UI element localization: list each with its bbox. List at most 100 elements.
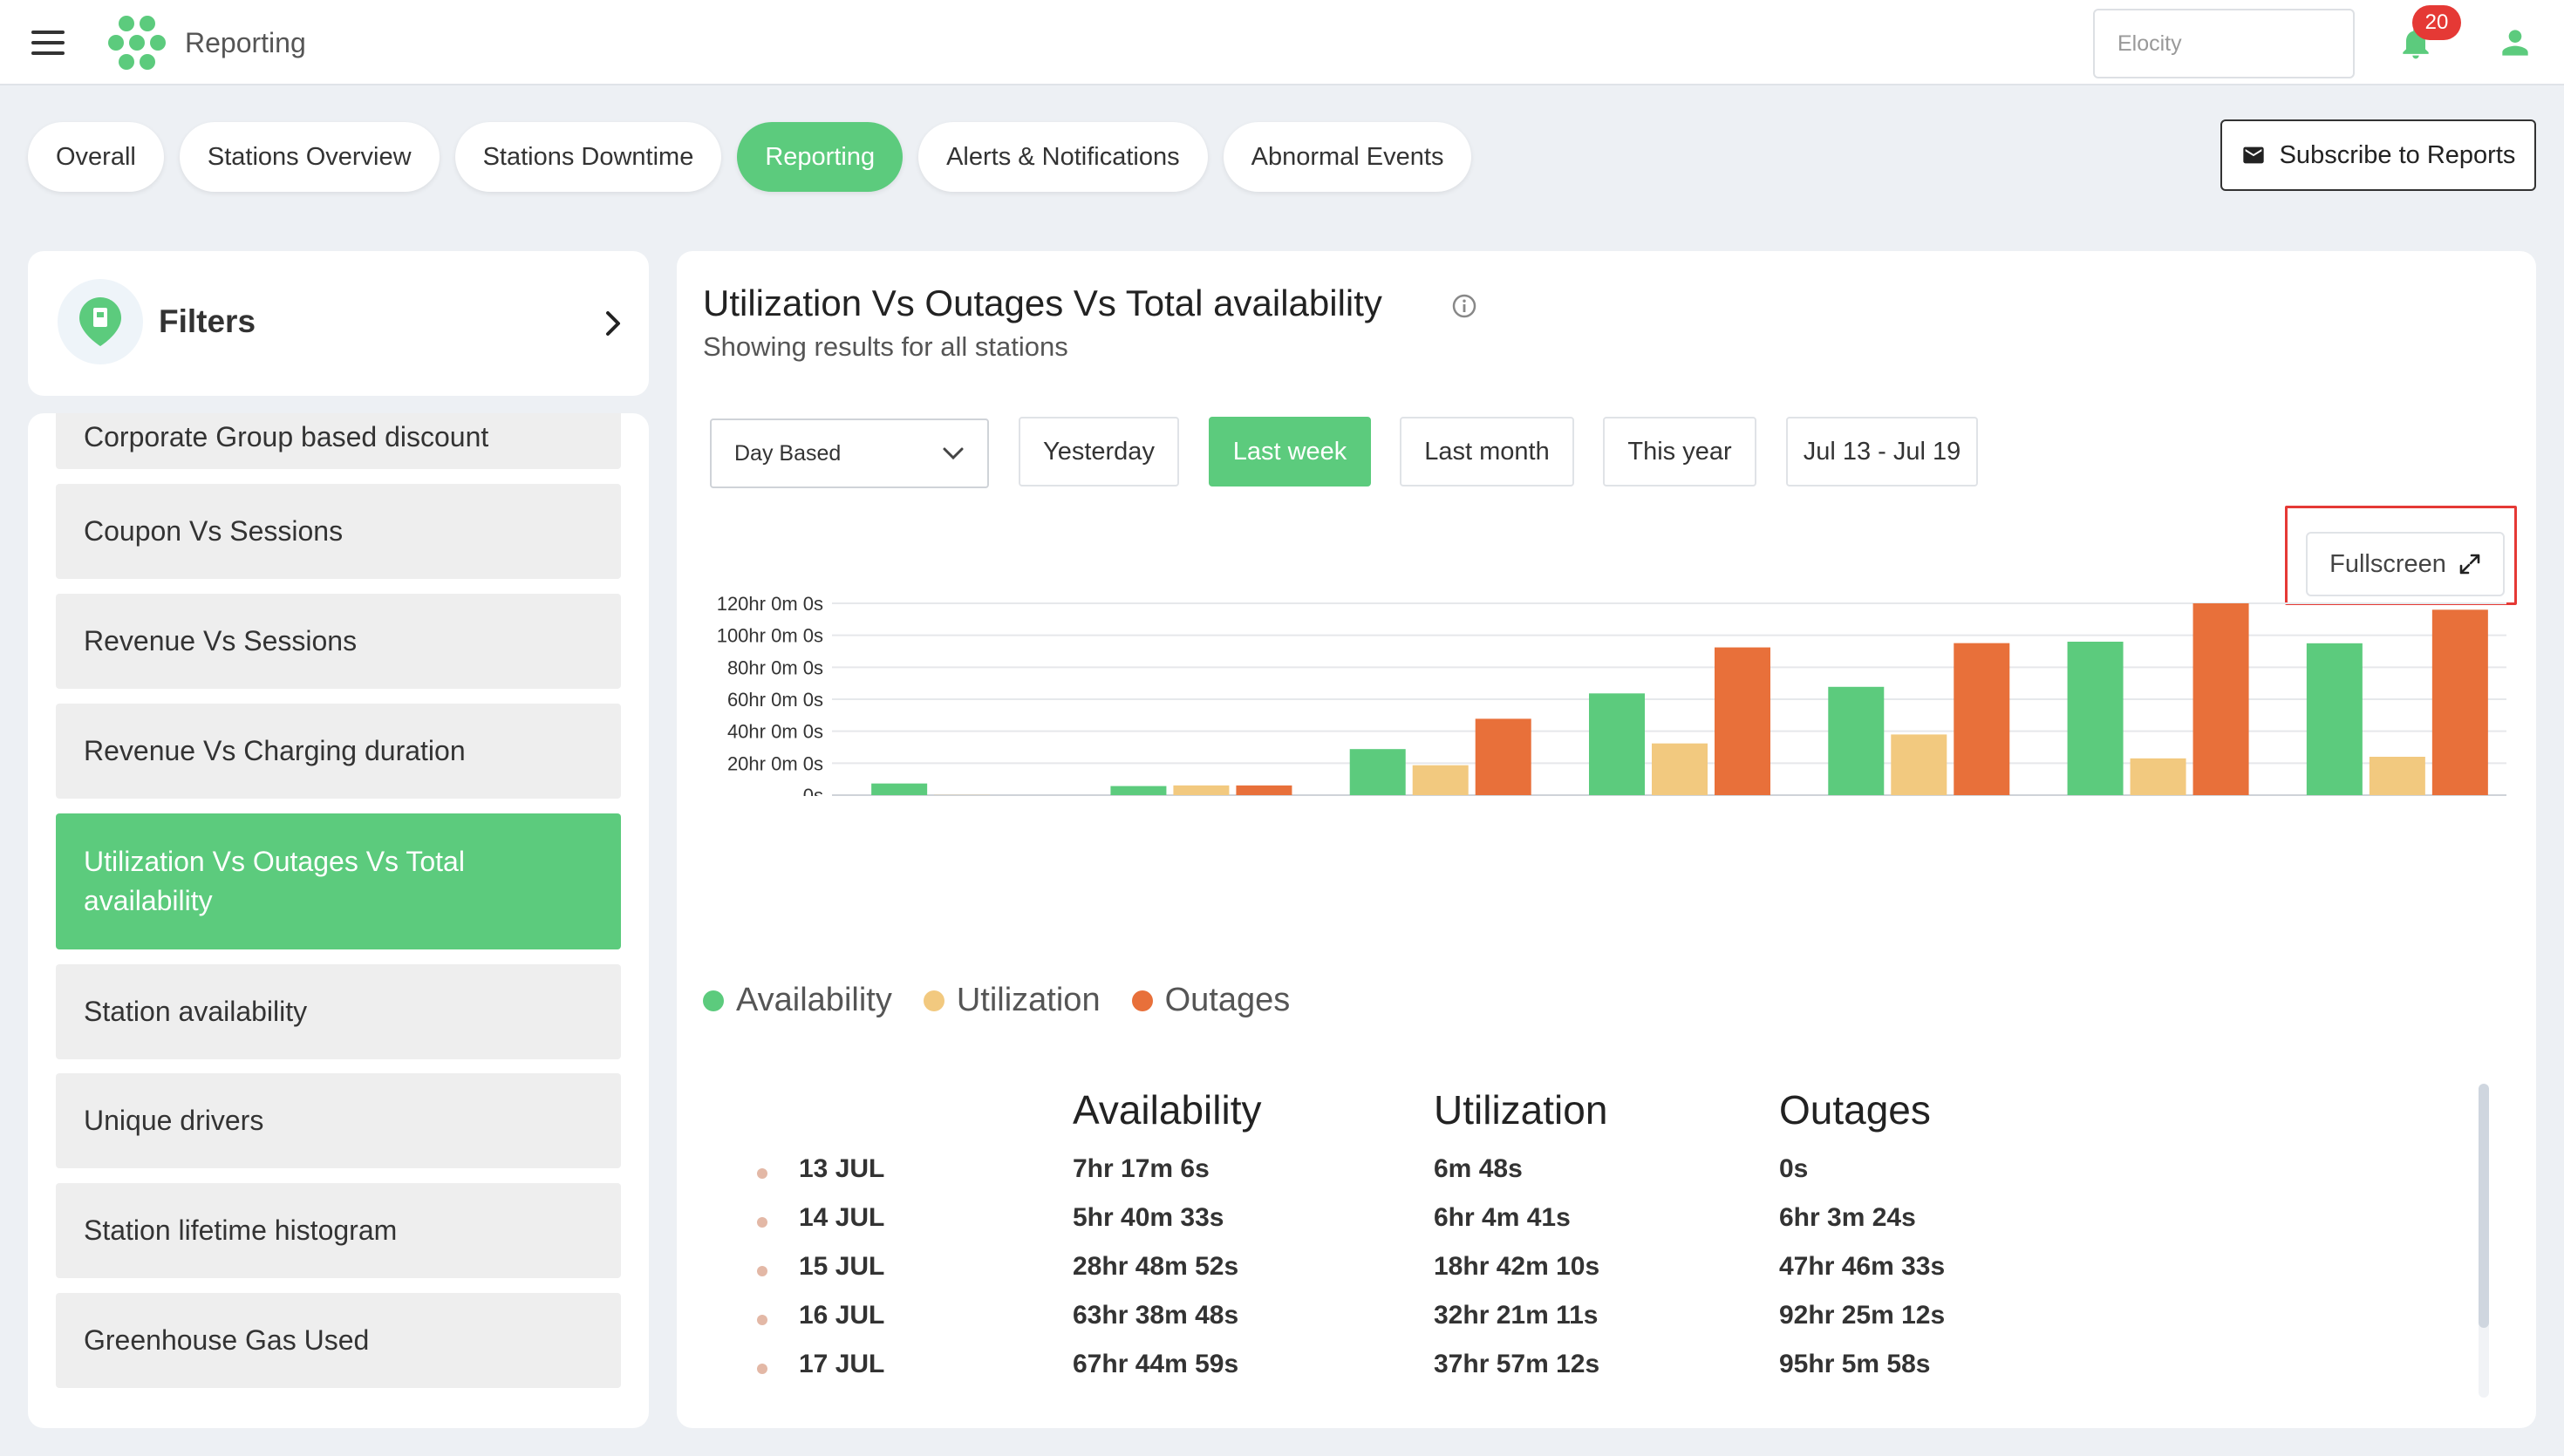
bar-availability-15-jul[interactable] [1349, 749, 1406, 795]
period-select-value: Day Based [734, 440, 842, 466]
legend-dot-outages [1131, 990, 1153, 1011]
bar-utilization-17-jul[interactable] [1891, 734, 1947, 795]
bar-outages-14-jul[interactable] [1236, 785, 1292, 795]
report-item-station-lifetime-histogram[interactable]: Station lifetime histogram [56, 1183, 621, 1278]
chart-title: Utilization Vs Outages Vs Total availabi… [703, 282, 1382, 323]
location-pin-icon [79, 297, 121, 346]
report-list: Corporate Group based discount Coupon Vs… [28, 413, 649, 1428]
menu-icon[interactable] [31, 31, 65, 55]
report-item-revenue-vs-sessions[interactable]: Revenue Vs Sessions [56, 594, 621, 689]
period-select[interactable]: Day Based [710, 418, 989, 488]
chevron-right-icon[interactable] [600, 309, 626, 338]
row-bullet [757, 1168, 767, 1179]
range-last-month-button[interactable]: Last month [1400, 417, 1574, 486]
chart-card: Utilization Vs Outages Vs Total availabi… [677, 251, 2536, 1428]
bar-outages-16-jul[interactable] [1715, 647, 1770, 795]
row-availability: 5hr 40m 33s [1073, 1203, 1224, 1232]
table-header-availability: Availability [1073, 1087, 1262, 1133]
section-tabs: Overall Stations Overview Stations Downt… [28, 122, 1472, 192]
bar-outages-19-jul[interactable] [2431, 609, 2488, 795]
range-last-week-button[interactable]: Last week [1209, 417, 1371, 486]
table-row: 14 JUL 5hr 40m 33s 6hr 4m 41s 6hr 3m 24s [677, 1198, 2421, 1247]
row-outages: 6hr 3m 24s [1779, 1203, 1916, 1232]
info-icon[interactable] [1451, 293, 1477, 319]
fullscreen-button[interactable]: Fullscreen [2306, 532, 2505, 596]
report-item-greenhouse-gas-used[interactable]: Greenhouse Gas Used [56, 1293, 621, 1388]
row-bullet [757, 1266, 767, 1276]
bar-availability-18-jul[interactable] [2067, 642, 2124, 795]
organization-select[interactable]: Elocity [2093, 9, 2355, 78]
range-yesterday-button[interactable]: Yesterday [1019, 417, 1179, 486]
subscribe-to-reports-button[interactable]: Subscribe to Reports [2220, 119, 2536, 191]
y-tick-label: 120hr 0m 0s [717, 595, 823, 615]
filters-title: Filters [159, 303, 256, 339]
bar-availability-19-jul[interactable] [2306, 643, 2363, 795]
row-bullet [757, 1364, 767, 1374]
subscribe-label: Subscribe to Reports [2279, 140, 2516, 169]
table-header-utilization: Utilization [1434, 1087, 1608, 1133]
legend-item-availability[interactable]: Availability [703, 982, 892, 1019]
bar-outages-15-jul[interactable] [1475, 718, 1531, 795]
table-header-outages: Outages [1779, 1087, 1931, 1133]
tab-alerts-notifications[interactable]: Alerts & Notifications [918, 122, 1208, 192]
bar-availability-17-jul[interactable] [1828, 686, 1885, 795]
row-outages: 47hr 46m 33s [1779, 1252, 1946, 1281]
row-availability: 67hr 44m 59s [1073, 1350, 1239, 1378]
bar-utilization-19-jul[interactable] [2369, 757, 2425, 795]
app-title: Reporting [185, 27, 306, 58]
tab-abnormal-events[interactable]: Abnormal Events [1223, 122, 1472, 192]
y-tick-label: 20hr 0m 0s [727, 752, 823, 774]
row-outages: 0s [1779, 1154, 1809, 1183]
table-scrollbar[interactable] [2479, 1084, 2489, 1398]
row-date: 16 JUL [799, 1301, 885, 1330]
bar-utilization-18-jul[interactable] [2130, 758, 2186, 795]
legend-dot-availability [703, 990, 724, 1011]
row-availability: 7hr 17m 6s [1073, 1154, 1210, 1183]
filters-pin-wrapper [58, 279, 143, 364]
tab-stations-downtime[interactable]: Stations Downtime [454, 122, 722, 192]
bar-availability-16-jul[interactable] [1589, 693, 1645, 795]
report-item-utilization-vs-outages[interactable]: Utilization Vs Outages Vs Total availabi… [56, 813, 621, 949]
row-date: 15 JUL [799, 1252, 885, 1281]
report-item-station-availability[interactable]: Station availability [56, 964, 621, 1059]
fullscreen-label: Fullscreen [2329, 549, 2446, 578]
row-date: 17 JUL [799, 1350, 885, 1378]
tab-overall[interactable]: Overall [28, 122, 164, 192]
y-tick-label: 100hr 0m 0s [717, 625, 823, 647]
report-item-unique-drivers[interactable]: Unique drivers [56, 1073, 621, 1168]
table-row: 13 JUL 7hr 17m 6s 6m 48s 0s [677, 1149, 2421, 1198]
mail-icon [2242, 146, 2264, 164]
bar-outages-17-jul[interactable] [1954, 643, 2010, 795]
bar-availability-14-jul[interactable] [1110, 786, 1167, 795]
row-outages: 92hr 25m 12s [1779, 1301, 1946, 1330]
legend-dot-utilization [923, 990, 944, 1011]
report-item-coupon-vs-sessions[interactable]: Coupon Vs Sessions [56, 484, 621, 579]
y-tick-label: 60hr 0m 0s [727, 689, 823, 711]
y-tick-label: 0s [803, 785, 823, 796]
logo-icon [108, 16, 166, 70]
report-item-revenue-vs-charging-duration[interactable]: Revenue Vs Charging duration [56, 704, 621, 799]
bar-outages-18-jul[interactable] [2192, 603, 2249, 795]
tab-stations-overview[interactable]: Stations Overview [179, 122, 440, 192]
row-utilization: 6m 48s [1434, 1154, 1523, 1183]
chevron-down-icon [943, 447, 964, 460]
user-icon[interactable] [2496, 23, 2534, 63]
bar-utilization-15-jul[interactable] [1412, 765, 1469, 795]
row-utilization: 37hr 57m 12s [1434, 1350, 1600, 1378]
row-utilization: 18hr 42m 10s [1434, 1252, 1600, 1281]
table-row: 17 JUL 67hr 44m 59s 37hr 57m 12s 95hr 5m… [677, 1344, 2421, 1393]
row-utilization: 6hr 4m 41s [1434, 1203, 1571, 1232]
legend-item-outages[interactable]: Outages [1131, 982, 1290, 1019]
date-range-button[interactable]: Jul 13 - Jul 19 [1786, 417, 1978, 486]
bar-chart: 0s 20hr 0m 0s 40hr 0m 0s 60hr 0m 0s 80hr 0m … [717, 595, 2506, 796]
row-date: 13 JUL [799, 1154, 885, 1183]
filters-card[interactable]: Filters [28, 251, 649, 396]
range-this-year-button[interactable]: This year [1603, 417, 1756, 486]
tab-reporting[interactable]: Reporting [737, 122, 904, 192]
legend-item-utilization[interactable]: Utilization [923, 982, 1101, 1019]
bar-utilization-16-jul[interactable] [1652, 743, 1708, 795]
bar-utilization-14-jul[interactable] [1173, 785, 1230, 795]
bar-availability-13-jul[interactable] [871, 783, 928, 795]
report-item-corporate-group-discount[interactable]: Corporate Group based discount [56, 413, 621, 469]
scrollbar-thumb[interactable] [2479, 1084, 2489, 1328]
